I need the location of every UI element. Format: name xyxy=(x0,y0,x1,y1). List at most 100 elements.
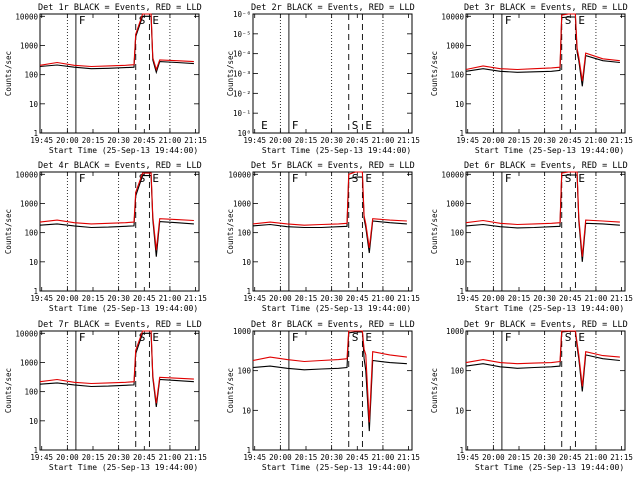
x-tick-label: 20:00 xyxy=(482,294,505,303)
event-marker-letter: F xyxy=(79,331,86,344)
x-tick-label: 21:00 xyxy=(585,136,608,145)
series-line-lld xyxy=(465,330,620,387)
y-axis-label: Counts/sec xyxy=(430,51,439,96)
y-tick-label: 1 xyxy=(33,287,38,296)
x-tick-label: 21:15 xyxy=(397,294,420,303)
event-marker-letter: F xyxy=(505,172,512,185)
series-line-lld xyxy=(465,171,620,257)
event-marker-letter: F xyxy=(505,331,512,344)
plot-frame xyxy=(39,330,200,451)
event-marker-letter: S xyxy=(139,331,146,344)
x-tick-label: 19:45 xyxy=(456,136,479,145)
y-tick-label: 10⁻⁶ xyxy=(233,10,251,19)
event-marker-letter: E xyxy=(365,331,372,344)
y-tick-label: 10 xyxy=(242,406,252,415)
x-tick-label: 19:45 xyxy=(30,136,53,145)
y-axis-label: Counts/sec xyxy=(4,51,13,96)
event-marker-letter: F xyxy=(292,331,299,344)
event-marker-letter: E xyxy=(152,172,159,185)
x-axis-label: Start Time (25-Sep-13 19:44:00) xyxy=(262,146,411,155)
event-marker-letter: F xyxy=(79,14,86,27)
x-tick-label: 20:15 xyxy=(295,294,318,303)
y-tick-label: 10 xyxy=(29,417,39,426)
event-marker-letter: F xyxy=(292,172,299,185)
plot-title: Det 8r BLACK = Events, RED = LLD xyxy=(251,320,415,330)
event-marker-letter: S xyxy=(352,119,359,132)
x-tick-label: 20:30 xyxy=(320,294,343,303)
plot-title: Det 7r BLACK = Events, RED = LLD xyxy=(38,320,202,330)
x-tick-label: 20:00 xyxy=(269,136,292,145)
x-tick-label: 19:45 xyxy=(243,453,266,462)
x-tick-label: 19:45 xyxy=(30,294,53,303)
y-tick-label: 10 xyxy=(29,258,39,267)
event-marker-letter: E xyxy=(578,331,585,344)
x-tick-label: 20:45 xyxy=(346,294,369,303)
x-tick-label: 20:00 xyxy=(482,453,505,462)
x-tick-label: 21:00 xyxy=(372,136,395,145)
x-tick-label: 21:00 xyxy=(585,453,608,462)
plot-title: Det 5r BLACK = Events, RED = LLD xyxy=(251,161,415,171)
series-line-lld xyxy=(39,172,194,251)
x-tick-label: 20:45 xyxy=(133,136,156,145)
y-tick-label: 1000 xyxy=(233,199,252,208)
series-line-lld xyxy=(252,330,407,423)
y-tick-label: 10⁻⁵ xyxy=(233,30,251,39)
x-tick-label: 20:30 xyxy=(533,294,556,303)
y-tick-label: 10⁻⁴ xyxy=(233,50,251,59)
x-axis-label: Start Time (25-Sep-13 19:44:00) xyxy=(49,463,198,472)
x-tick-label: 21:15 xyxy=(397,136,420,145)
event-marker-letter: F xyxy=(505,14,512,27)
y-tick-label: 1000 xyxy=(446,41,465,50)
y-tick-label: 10000 xyxy=(228,170,251,179)
x-tick-label: 21:00 xyxy=(372,453,395,462)
y-tick-label: 100 xyxy=(450,71,464,80)
y-tick-label: 10000 xyxy=(15,170,38,179)
x-tick-label: 19:45 xyxy=(456,453,479,462)
x-axis-label: Start Time (25-Sep-13 19:44:00) xyxy=(475,146,624,155)
y-tick-label: 1 xyxy=(459,446,464,455)
event-marker-letter: S xyxy=(565,331,572,344)
event-marker-letter: S xyxy=(352,172,359,185)
series-line-events xyxy=(39,175,194,257)
x-tick-label: 20:00 xyxy=(269,453,292,462)
y-tick-label: 10 xyxy=(455,258,465,267)
x-tick-label: 19:45 xyxy=(243,136,266,145)
y-tick-label: 1000 xyxy=(20,199,39,208)
x-tick-label: 21:15 xyxy=(610,294,633,303)
x-tick-label: 20:45 xyxy=(133,294,156,303)
x-tick-label: 20:00 xyxy=(269,294,292,303)
x-tick-label: 21:00 xyxy=(585,294,608,303)
x-tick-label: 19:45 xyxy=(243,294,266,303)
y-tick-label: 10000 xyxy=(15,12,38,21)
plot-frame xyxy=(465,330,626,451)
y-tick-label: 10⁻³ xyxy=(233,70,251,79)
y-tick-label: 10 xyxy=(242,258,252,267)
event-marker-letter: E xyxy=(152,14,159,27)
x-tick-label: 20:00 xyxy=(56,136,79,145)
x-tick-label: 20:15 xyxy=(82,136,105,145)
x-tick-label: 20:00 xyxy=(482,136,505,145)
y-axis-label: Counts/sec xyxy=(226,368,235,413)
y-tick-label: 10⁻¹ xyxy=(233,109,251,118)
x-tick-label: 21:00 xyxy=(159,294,182,303)
y-tick-label: 1000 xyxy=(446,327,465,336)
y-tick-label: 1000 xyxy=(446,199,465,208)
x-tick-label: 20:00 xyxy=(56,453,79,462)
x-tick-label: 21:15 xyxy=(610,453,633,462)
y-tick-label: 1 xyxy=(33,446,38,455)
y-tick-label: 10 xyxy=(455,406,465,415)
y-tick-label: 10 xyxy=(455,100,465,109)
plot-title: Det 4r BLACK = Events, RED = LLD xyxy=(38,161,202,171)
x-tick-label: 20:30 xyxy=(107,453,130,462)
plot-panel-8: Det 8r BLACK = Events, RED = LLD 19:45 20:… xyxy=(226,320,420,472)
x-tick-label: 21:15 xyxy=(184,136,207,145)
x-tick-label: 19:45 xyxy=(456,294,479,303)
x-axis-label: Start Time (25-Sep-13 19:44:00) xyxy=(262,463,411,472)
plot-panel-4: Det 4r BLACK = Events, RED = LLD 19:45 20:… xyxy=(4,161,207,313)
x-tick-label: 20:15 xyxy=(508,294,531,303)
